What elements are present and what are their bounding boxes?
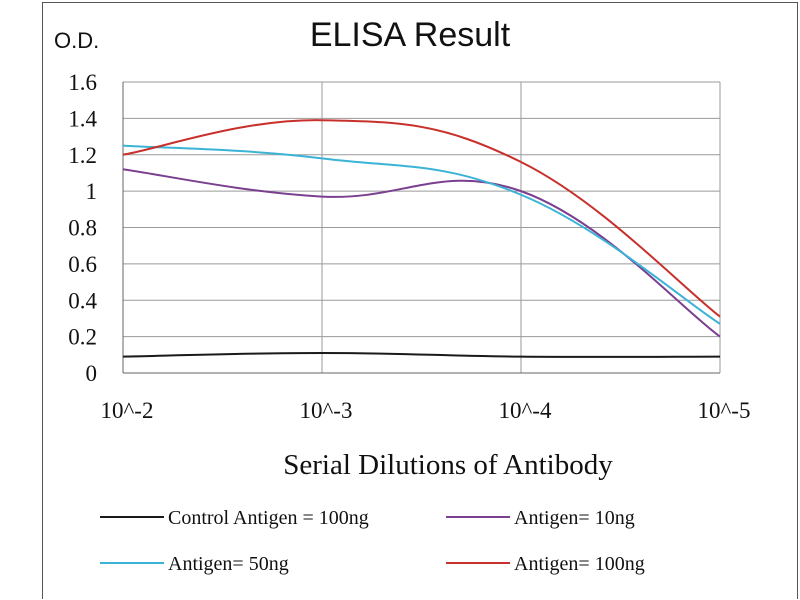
- y-tick-label: 0.6: [68, 252, 97, 277]
- y-tick-label: 1: [86, 179, 98, 204]
- chart-frame: [42, 2, 798, 599]
- x-tick-label: 10^-4: [499, 398, 552, 423]
- x-tick-label: 10^-3: [300, 398, 353, 423]
- y-tick-label: 0: [86, 361, 98, 386]
- series-line: [122, 119, 721, 318]
- y-tick-label: 1.6: [68, 70, 97, 95]
- y-tick-label: 1.2: [68, 143, 97, 168]
- legend-label: Antigen= 50ng: [168, 553, 289, 575]
- series-line: [122, 351, 721, 358]
- grid-lines: [122, 81, 721, 374]
- y-axis-label: O.D.: [54, 28, 99, 53]
- legend-label: Control Antigen = 100ng: [168, 507, 369, 529]
- x-tick-label: 10^-2: [101, 398, 154, 423]
- y-tick-label: 1.4: [68, 106, 97, 131]
- y-tick-label: 0.2: [68, 325, 97, 350]
- chart-title: ELISA Result: [310, 16, 511, 54]
- series-lines: [122, 119, 721, 358]
- legend-label: Antigen= 100ng: [514, 553, 645, 575]
- x-tick-label: 10^-5: [698, 398, 751, 423]
- y-tick-labels: 0 0.2 0.4 0.6 0.8 1 1.2 1.4 1.6: [68, 70, 97, 386]
- x-tick-labels: 10^-2 10^-3 10^-4 10^-5: [101, 398, 751, 423]
- legend: Control Antigen = 100ng Antigen= 10ng Anti…: [100, 507, 645, 575]
- y-tick-label: 0.8: [68, 216, 97, 241]
- x-axis-label: Serial Dilutions of Antibody: [283, 449, 613, 481]
- series-line: [122, 144, 721, 325]
- series-line: [122, 168, 721, 338]
- y-tick-label: 0.4: [68, 288, 97, 313]
- legend-label: Antigen= 10ng: [514, 507, 635, 529]
